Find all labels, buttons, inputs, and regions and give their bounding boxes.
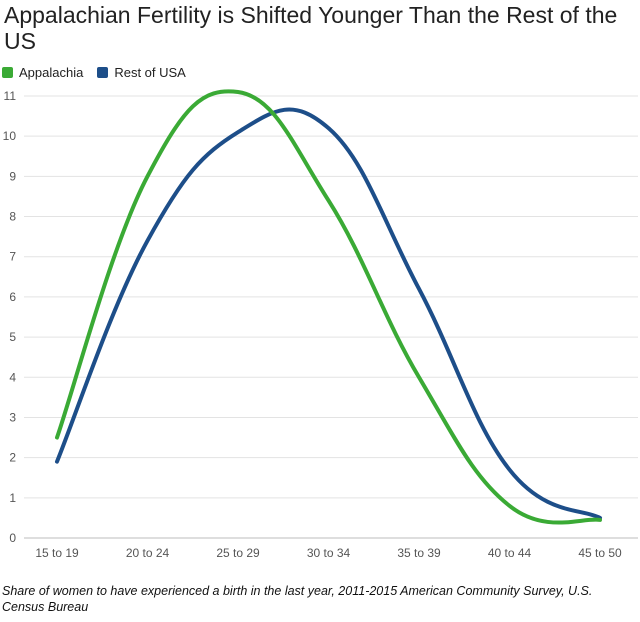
y-tick-label: 2 bbox=[9, 451, 16, 465]
legend: Appalachia Rest of USA bbox=[2, 63, 200, 81]
x-tick-label: 30 to 34 bbox=[307, 546, 351, 560]
series-line-rest-of-usa[interactable] bbox=[55, 107, 602, 520]
y-tick-label: 3 bbox=[9, 410, 16, 424]
y-tick-label: 6 bbox=[9, 290, 16, 304]
legend-label-rest-of-usa: Rest of USA bbox=[114, 64, 186, 80]
legend-swatch-rest-of-usa bbox=[97, 66, 109, 78]
x-tick-label: 20 to 24 bbox=[126, 546, 170, 560]
y-tick-label: 7 bbox=[9, 250, 16, 264]
y-tick-label: 4 bbox=[9, 370, 16, 384]
x-tick-label: 35 to 39 bbox=[397, 546, 441, 560]
y-tick-label: 0 bbox=[9, 531, 16, 545]
legend-item-appalachia[interactable]: Appalachia bbox=[2, 65, 83, 80]
line-chart: 0 1 2 3 4 5 6 7 8 9 10 11 15 to 19 20 to 24 25 to 29 3… bbox=[3, 89, 638, 560]
y-tick-label: 9 bbox=[9, 169, 16, 183]
x-tick-label: 15 to 19 bbox=[35, 546, 79, 560]
x-tick-label: 45 to 50 bbox=[578, 546, 622, 560]
series-line-appalachia[interactable] bbox=[55, 89, 602, 525]
y-tick-label: 10 bbox=[3, 129, 17, 143]
y-tick-label: 1 bbox=[9, 491, 16, 505]
y-tick-label: 8 bbox=[9, 210, 16, 224]
grid-lines bbox=[24, 95, 638, 539]
chart-title: Appalachian Fertility is Shifted Younger… bbox=[4, 2, 618, 54]
y-axis-ticks: 0 1 2 3 4 5 6 7 8 9 10 11 bbox=[3, 89, 17, 545]
x-tick-label: 40 to 44 bbox=[488, 546, 532, 560]
legend-item-rest-of-usa[interactable]: Rest of USA bbox=[97, 65, 186, 80]
legend-swatch-appalachia bbox=[2, 66, 13, 78]
chart-caption: Share of women to have experienced a bir… bbox=[2, 584, 593, 614]
y-tick-label: 5 bbox=[9, 330, 16, 344]
x-axis-ticks: 15 to 19 20 to 24 25 to 29 30 to 34 35 to 39… bbox=[35, 546, 622, 560]
y-tick-label: 11 bbox=[4, 89, 17, 103]
x-tick-label: 25 to 29 bbox=[216, 546, 260, 560]
series-lines bbox=[55, 89, 602, 525]
legend-label-appalachia: Appalachia bbox=[19, 64, 84, 80]
